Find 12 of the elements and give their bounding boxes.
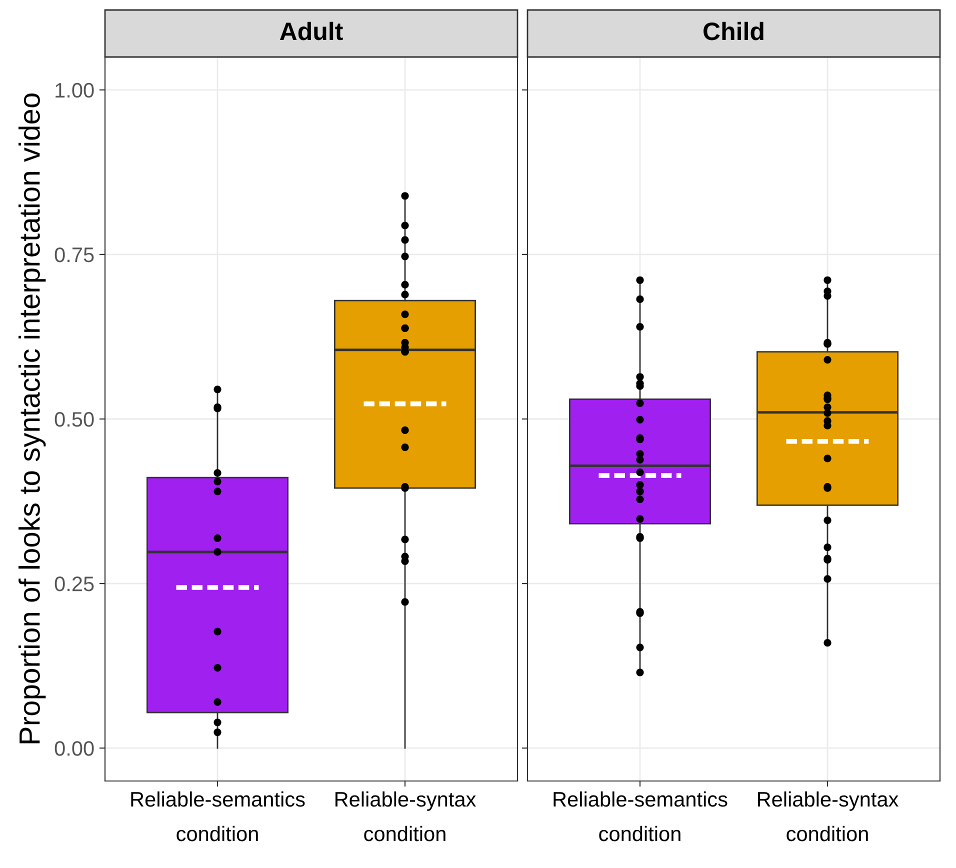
chart-title: Adult — [280, 22, 343, 40]
y-tick-label: 0.25 — [54, 576, 94, 592]
x-tick-label: Reliable-semantics condition — [554, 791, 728, 842]
y-tick-label: 1.00 — [56, 82, 94, 98]
y-tick-label: 0.00 — [54, 741, 94, 756]
x-tick-label: Reliable-syntax condition — [758, 791, 898, 842]
y-tick-label: 0.50 — [54, 412, 94, 427]
chart-title: Child — [704, 22, 764, 40]
x-tick-label: Reliable-syntax condition — [336, 791, 476, 842]
x-tick-label: Reliable-semantics condition — [131, 791, 305, 842]
y-tick-label: 0.75 — [54, 247, 94, 262]
y-axis-title: Proportion of looks to syntactic interpretation video — [18, 94, 46, 744]
